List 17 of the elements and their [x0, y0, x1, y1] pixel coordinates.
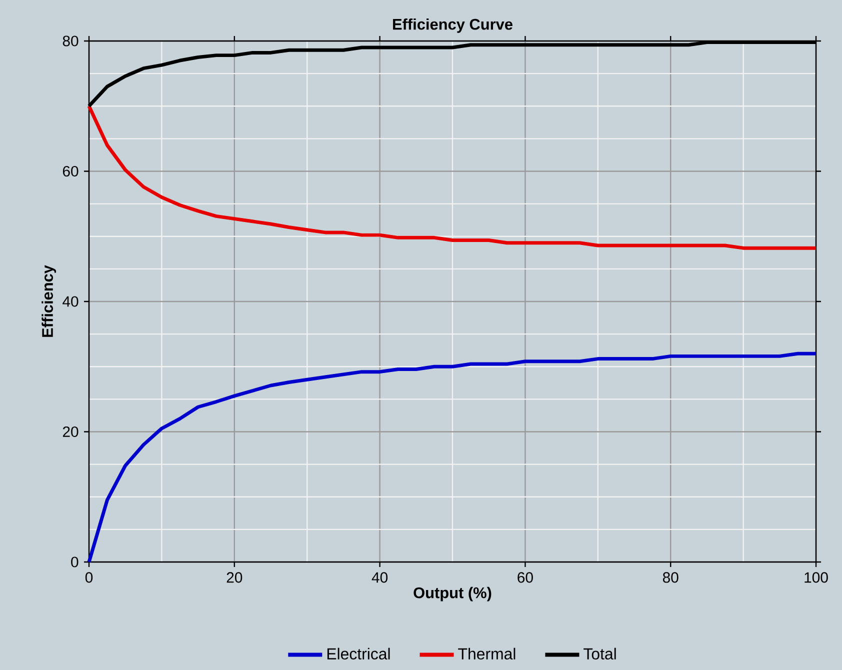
chart-title: Efficiency Curve: [393, 18, 512, 33]
x-tick-label: 80: [662, 572, 678, 583]
x-tick-label: 100: [804, 572, 828, 583]
y-tick-label: 20: [62, 426, 78, 438]
y-tick-label: 0: [71, 556, 78, 568]
x-tick-label: 40: [372, 572, 388, 583]
y-tick-label: 60: [62, 166, 78, 177]
x-axis-title: Output (%): [414, 586, 492, 602]
legend-label: Electrical: [327, 648, 390, 660]
legend-label: Thermal: [458, 648, 516, 660]
x-tick-label: 20: [226, 572, 242, 583]
legend-label: Total: [584, 648, 616, 660]
x-tick-label: 0: [85, 572, 93, 583]
y-tick-label: 40: [62, 296, 78, 307]
x-tick-label: 60: [518, 572, 533, 583]
y-axis-title: Efficiency: [42, 265, 56, 337]
y-tick-label: 80: [62, 36, 78, 46]
